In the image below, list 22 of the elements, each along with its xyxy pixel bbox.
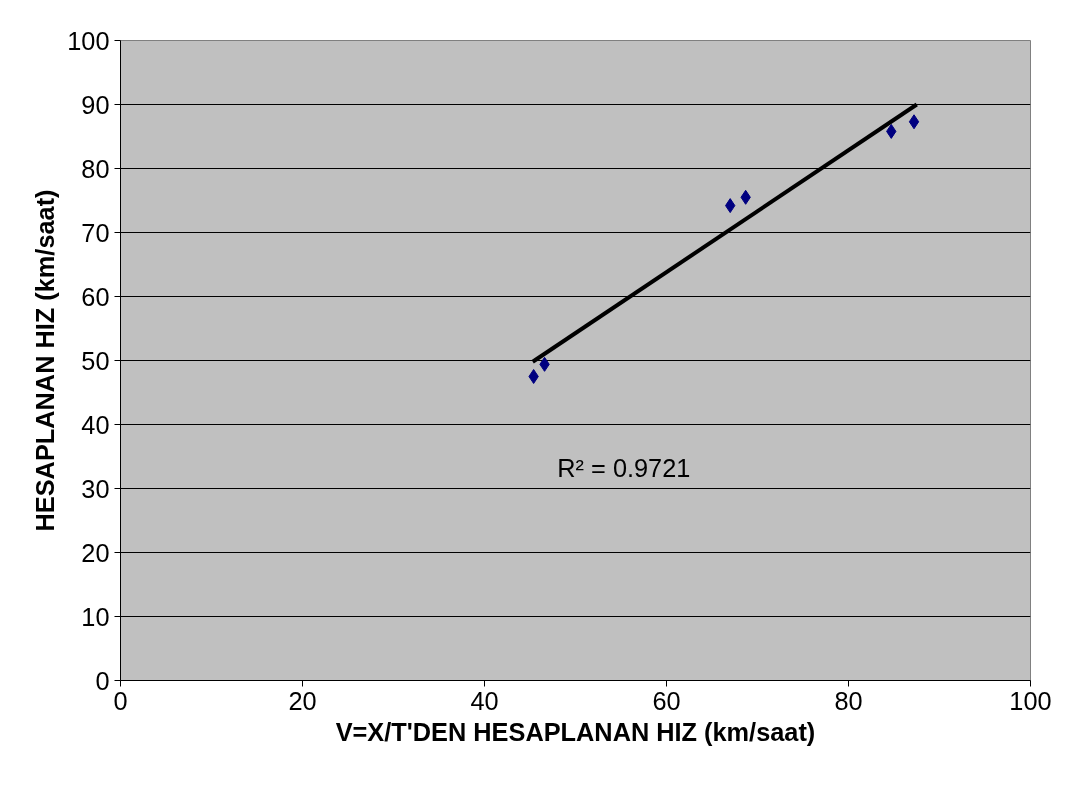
y-tick-label: 10	[81, 602, 110, 631]
x-tick-label: 60	[652, 686, 681, 715]
y-tick-label: 100	[67, 26, 110, 55]
x-tick-label: 100	[1009, 686, 1052, 715]
y-tick-label: 80	[81, 154, 110, 183]
annotation: R² = 0.9721	[557, 454, 691, 483]
x-tick-label: 80	[834, 686, 863, 715]
y-tick-label: 70	[81, 218, 110, 247]
point	[528, 369, 539, 384]
y-tick-label: 20	[81, 538, 110, 567]
x-tick-label: 20	[288, 686, 317, 715]
x-tick-label: 0	[113, 686, 128, 715]
x-tick-label: 40	[470, 686, 499, 715]
point	[908, 114, 920, 130]
y-tick-label: 60	[81, 282, 110, 311]
y-tick-label: 90	[81, 90, 110, 119]
y-tick-label: 40	[81, 410, 110, 439]
y-tick-label: 50	[81, 346, 110, 375]
y-tick-label: 30	[81, 474, 110, 503]
x-axis-title: V=X/T'DEN HESAPLANAN HIZ (km/saat)	[335, 717, 816, 746]
y-tick-label: 0	[95, 666, 110, 695]
y-axis-title: HESAPLANAN HIZ (km/saat)	[31, 189, 60, 532]
